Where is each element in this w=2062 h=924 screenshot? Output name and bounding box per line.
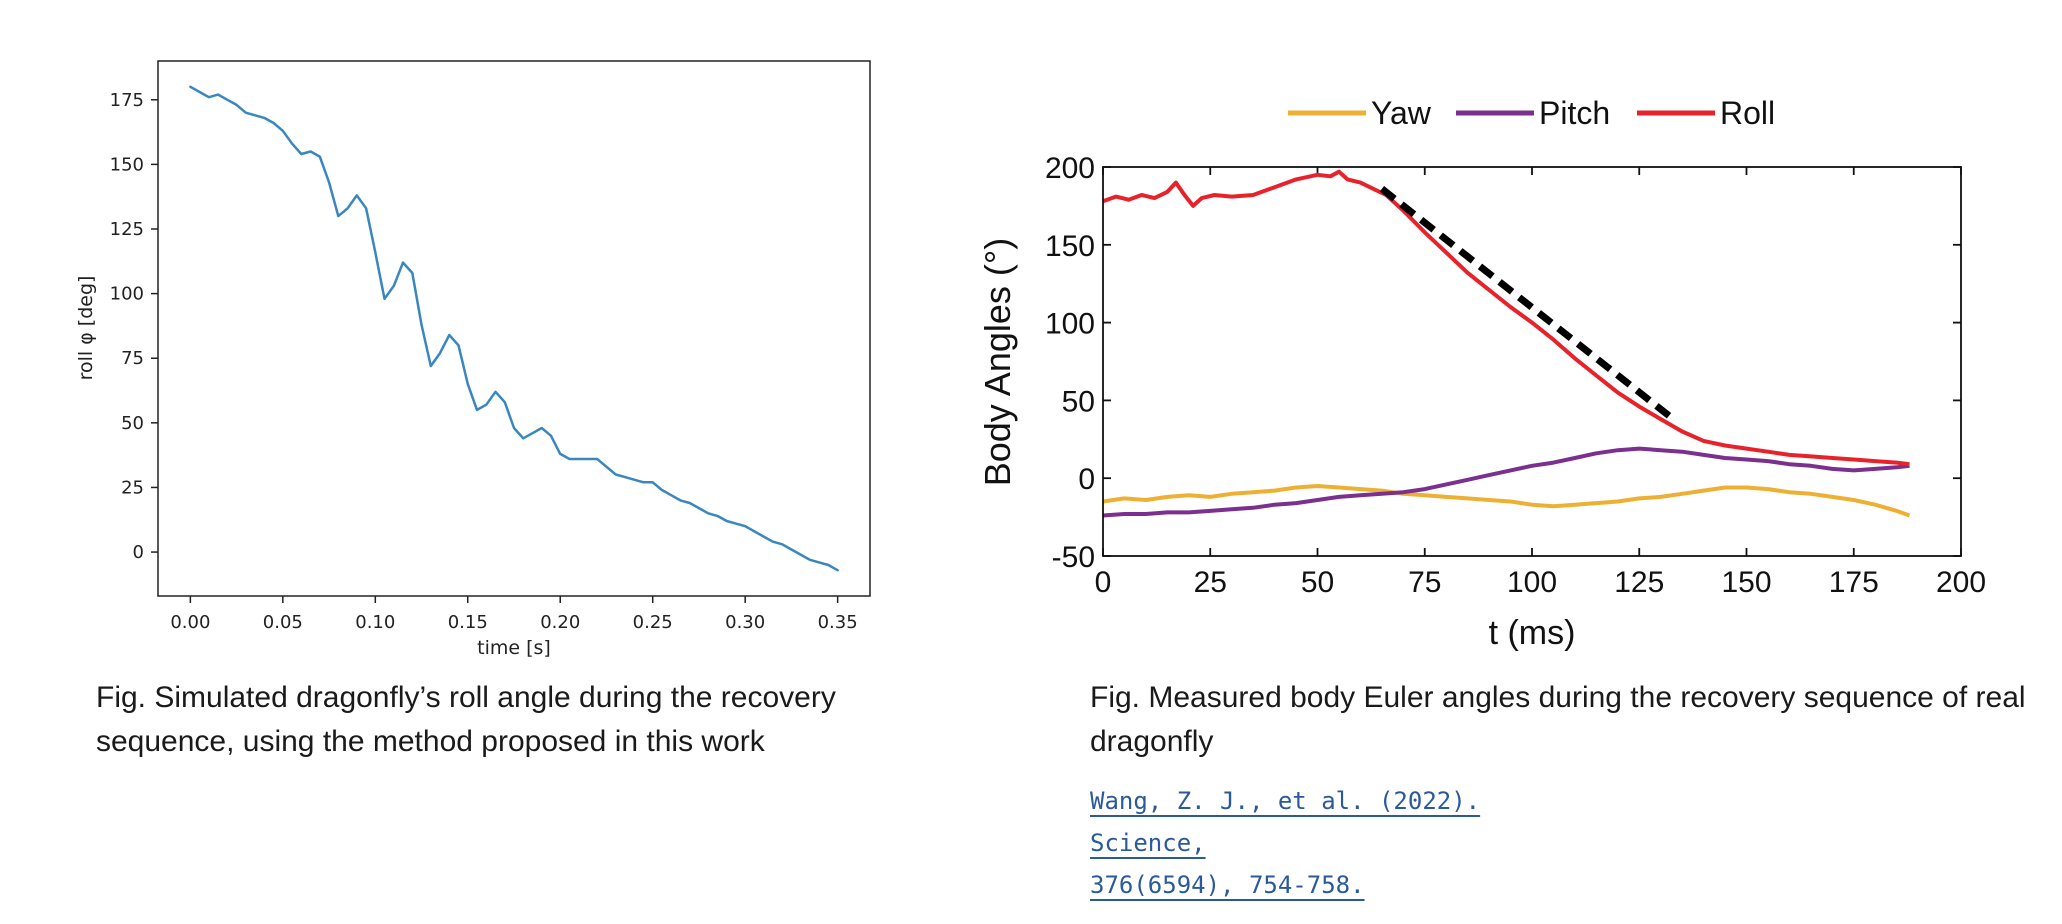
y-tick-label: 175	[110, 90, 144, 111]
x-tick-label: 0.30	[725, 612, 765, 633]
x-tick-label: 0.05	[263, 612, 303, 633]
x-tick-label: 0.35	[818, 612, 858, 633]
chart1-y-axis-label: roll φ [deg]	[75, 276, 97, 381]
chart1-xticks: 0.00 0.05 0.10 0.15 0.20 0.25 0.30 0.35	[170, 596, 858, 633]
x-tick-label: 0.10	[355, 612, 395, 633]
chart1-x-axis-label: time [s]	[477, 637, 551, 659]
caption-measured: Fig. Measured body Euler angles during t…	[1090, 681, 2026, 758]
citation-link[interactable]: Wang, Z. J., et al. (2022). Science, 376…	[1090, 780, 1570, 906]
x-tick-label: 100	[1507, 566, 1557, 599]
roll-series-line	[189, 85, 839, 572]
chart1-plot-frame	[157, 60, 871, 597]
x-tick-label: 50	[1301, 566, 1334, 599]
x-tick-label: 150	[1721, 566, 1771, 599]
y-tick-label: 0	[1078, 463, 1095, 496]
y-tick-label: 100	[110, 284, 144, 305]
x-tick-label: 0.15	[448, 612, 488, 633]
pitch-series-line	[1102, 446, 1910, 518]
x-tick-label: 0.20	[540, 612, 580, 633]
y-tick-label: 25	[121, 477, 144, 498]
y-tick-label: 150	[1045, 230, 1095, 263]
chart2-plot-frame	[1102, 166, 1962, 557]
y-tick-label: 100	[1045, 308, 1095, 341]
chart2-xticks: 0 25 50 75 100 125 150 175 200	[1095, 167, 1986, 599]
chart1-yticks: 0 25 50 75 100 125 150 175	[110, 90, 158, 563]
y-tick-label: 75	[121, 348, 144, 369]
legend-pitch-label: Pitch	[1539, 95, 1610, 131]
x-tick-label: 75	[1408, 566, 1441, 599]
y-tick-label: 50	[121, 413, 144, 434]
chart2-x-axis-label: t (ms)	[1489, 614, 1576, 652]
chart2-y-axis-label: Body Angles (°)	[980, 238, 1018, 487]
caption-simulated: Fig. Simulated dragonfly’s roll angle du…	[96, 681, 836, 758]
y-tick-label: 0	[133, 542, 144, 563]
x-tick-label: 25	[1194, 566, 1227, 599]
x-tick-label: 175	[1829, 566, 1879, 599]
y-tick-label: 200	[1045, 152, 1095, 185]
legend-roll-label: Roll	[1720, 95, 1775, 131]
yaw-series-line	[1102, 484, 1911, 518]
y-tick-label: 125	[110, 219, 144, 240]
x-tick-label: 0.25	[633, 612, 673, 633]
y-tick-label: 150	[110, 154, 144, 175]
y-tick-label: -50	[1052, 541, 1095, 574]
chart2-yticks: -50 0 50 100 150 200	[1045, 152, 1961, 574]
roll-series-line	[1102, 169, 1910, 467]
legend-yaw-label: Yaw	[1371, 95, 1432, 131]
x-tick-label: 0.00	[170, 612, 210, 633]
roll-linear-fit-dashed-line	[1379, 186, 1672, 419]
x-tick-label: 0	[1095, 566, 1112, 599]
x-tick-label: 125	[1614, 566, 1664, 599]
citation-line-1[interactable]: Wang, Z. J., et al. (2022). Science,	[1090, 787, 1481, 857]
citation-line-2[interactable]: 376(6594), 754-758.	[1090, 871, 1365, 899]
y-tick-label: 50	[1062, 385, 1095, 418]
x-tick-label: 200	[1936, 566, 1986, 599]
simulated-roll-chart: 0 25 50 75 100 125 150 175 0.00 0.05 0.10 0.15 0.20…	[75, 60, 871, 659]
chart2-legend: Yaw Pitch Roll	[1288, 95, 1775, 131]
